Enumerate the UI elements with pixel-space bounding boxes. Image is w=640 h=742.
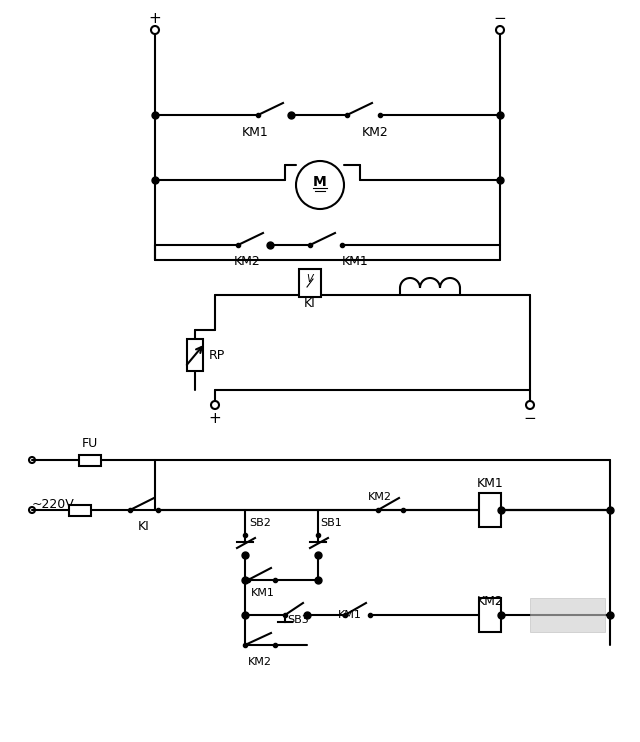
Text: KI: KI: [304, 297, 316, 310]
Text: −: −: [524, 410, 536, 425]
Text: SB1: SB1: [320, 518, 342, 528]
Text: SB2: SB2: [249, 518, 271, 528]
Text: KM1: KM1: [242, 126, 268, 139]
Text: SB3: SB3: [287, 615, 308, 625]
Text: FU: FU: [82, 437, 98, 450]
Text: V: V: [307, 274, 314, 284]
Text: +: +: [209, 410, 221, 425]
Text: KI: KI: [138, 520, 150, 533]
Bar: [187, 339, 203, 371]
Text: KM2: KM2: [234, 255, 260, 268]
Text: KM1: KM1: [477, 477, 504, 490]
Text: KM2: KM2: [248, 657, 272, 667]
Bar: [79, 455, 101, 465]
Circle shape: [296, 161, 344, 209]
Text: −: −: [493, 10, 506, 25]
Bar: [299, 269, 321, 297]
Bar: [69, 505, 91, 516]
Text: KM1: KM1: [342, 255, 369, 268]
Text: +: +: [148, 10, 161, 25]
Text: RP: RP: [209, 349, 225, 361]
Bar: [479, 493, 501, 527]
Text: KM2: KM2: [362, 126, 388, 139]
Text: ~220V: ~220V: [32, 499, 75, 511]
Text: KM1: KM1: [338, 610, 362, 620]
Bar: [479, 598, 501, 632]
Text: KM2: KM2: [477, 595, 504, 608]
Text: M: M: [313, 175, 327, 189]
Text: KM1: KM1: [251, 588, 275, 598]
Bar: [530, 598, 605, 632]
Text: KM2: KM2: [368, 492, 392, 502]
